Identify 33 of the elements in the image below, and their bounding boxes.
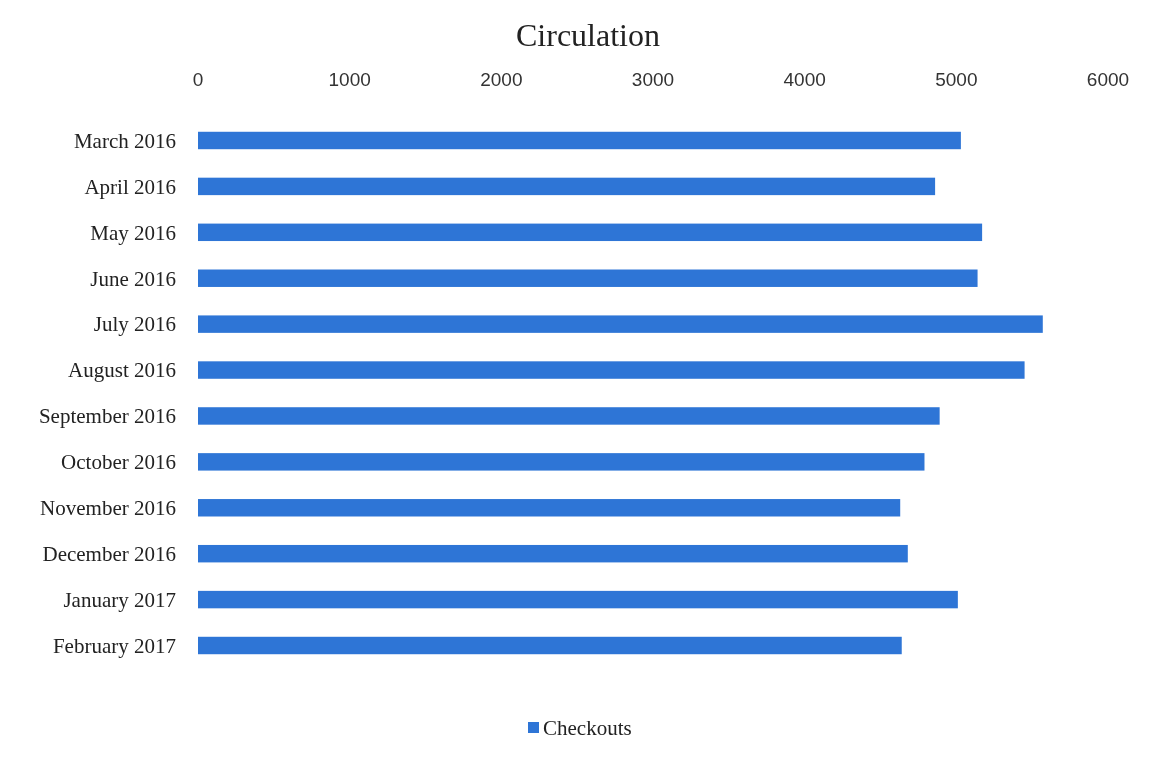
x-tick-label: 1000 [328,69,371,90]
x-tick-label: 6000 [1086,69,1130,90]
y-tick-label: September 2016 [38,404,176,429]
y-tick-label: November 2016 [40,496,176,521]
y-tick-label: July 2016 [93,312,176,337]
y-tick-label: January 2017 [63,587,176,612]
legend-label: Checkouts [543,716,632,741]
y-tick-label: December 2016 [42,542,176,567]
bar [198,499,901,517]
y-tick-label: April 2016 [84,174,176,199]
y-tick-label: August 2016 [68,358,176,383]
x-tick-label: 0 [192,69,204,90]
bar [198,590,958,609]
bar [198,544,908,563]
bar [198,131,961,150]
y-tick-label: June 2016 [90,266,176,291]
bar [198,361,1025,379]
y-tick-label: May 2016 [90,220,176,245]
x-tick-label: 5000 [935,69,978,90]
bar [198,269,978,287]
chart-title: Circulation [516,17,660,53]
x-tick-label: 3000 [631,69,675,90]
bar [198,636,902,655]
y-tick-label: February 2017 [52,633,176,658]
x-tick-label: 4000 [783,69,826,90]
y-tick-label: October 2016 [61,450,176,475]
bar [198,407,940,425]
x-tick-label: 2000 [480,69,523,90]
bar [198,177,936,196]
bar [198,453,925,471]
bar [198,315,1043,333]
y-tick-label: March 2016 [73,128,176,153]
bar [198,223,983,242]
